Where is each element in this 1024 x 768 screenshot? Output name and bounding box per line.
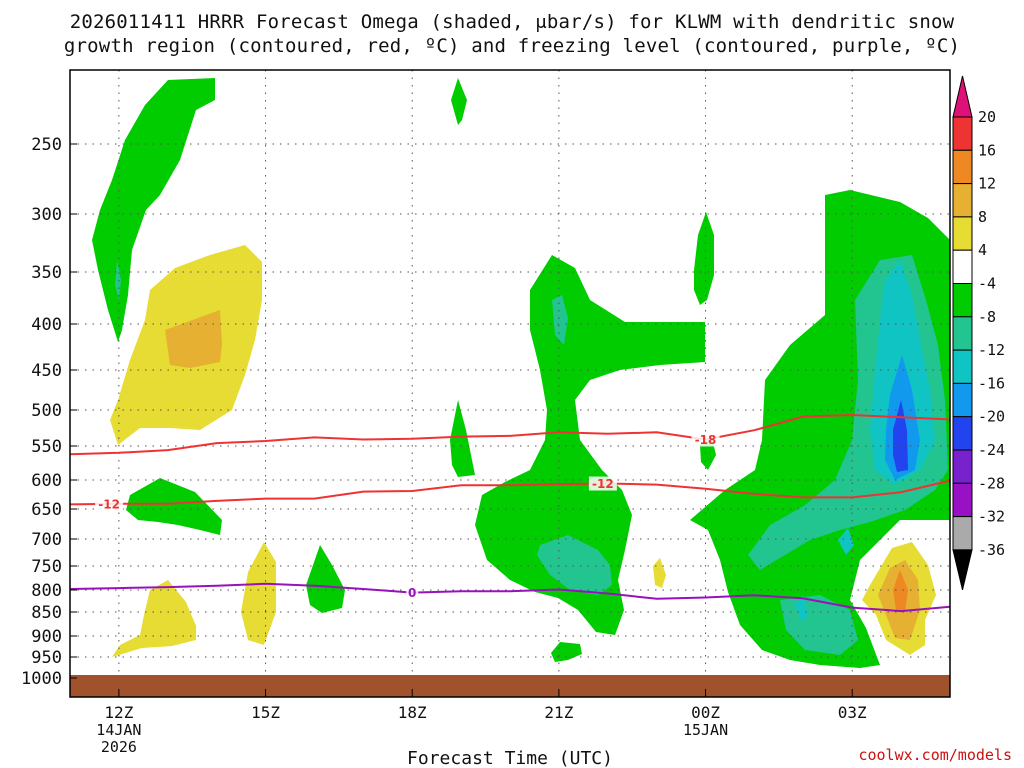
credit-text: coolwx.com/models xyxy=(858,746,1012,764)
colorbar-box xyxy=(952,116,973,151)
colorbar-label: -4 xyxy=(978,275,996,293)
contour-label-bg xyxy=(588,476,617,491)
y-tick-label: 800 xyxy=(31,581,62,601)
x-tick-label: 03Z xyxy=(838,703,867,722)
x-tick-label: 00Z xyxy=(691,703,720,722)
x-tick-label: 21Z xyxy=(544,703,573,722)
y-tick-label: 1000 xyxy=(21,669,62,689)
omega-region-green xyxy=(92,78,215,342)
colorbar-box xyxy=(952,416,973,451)
y-tick-label: 500 xyxy=(31,401,62,421)
colorbar: 20 16 12 8 4 -4 -8 -12 -16 -20 -24 -28 -32 -36 xyxy=(952,75,1005,591)
colorbar-label: -8 xyxy=(978,308,996,326)
y-tick-label: 250 xyxy=(31,135,62,155)
y-tick-label: 650 xyxy=(31,500,62,520)
colorbar-label: -16 xyxy=(978,374,1005,392)
colorbar-bottom-arrow xyxy=(952,549,973,591)
contour-label-bg xyxy=(95,496,124,511)
colorbar-label: -36 xyxy=(978,541,1005,559)
contour-line-0 xyxy=(69,582,951,613)
y-tick-label: 700 xyxy=(31,530,62,550)
omega-region-darkorange xyxy=(893,570,908,612)
omega-region-yellow xyxy=(241,542,276,645)
contour-label-bg xyxy=(406,585,419,600)
colorbar-box xyxy=(952,183,973,218)
contour-label: -12 xyxy=(98,497,120,511)
colorbar-label: -28 xyxy=(978,474,1005,492)
x-tick-label: 12Z xyxy=(104,703,133,722)
y-tick-label: 450 xyxy=(31,361,62,381)
colorbar-box xyxy=(952,316,973,351)
colorbar-box xyxy=(952,283,973,318)
x-tick-label: 18Z xyxy=(398,703,427,722)
omega-region-green xyxy=(306,545,345,613)
y-tick-label: 850 xyxy=(31,603,62,623)
colorbar-label: 20 xyxy=(978,108,996,126)
omega-region-green xyxy=(694,212,714,305)
omega-region-cyan xyxy=(795,595,808,622)
omega-shading xyxy=(92,78,950,668)
ground-surface xyxy=(70,675,950,697)
contour-lines: -18 -12 -12 0 xyxy=(69,413,951,613)
colorbar-label: -24 xyxy=(978,441,1005,459)
y-tick-label: 600 xyxy=(31,471,62,491)
x-axis-label: Forecast Time (UTC) xyxy=(407,748,613,768)
contour-line-minus12 xyxy=(69,479,951,506)
colorbar-label: 4 xyxy=(978,241,987,259)
y-tick-label: 550 xyxy=(31,437,62,457)
x-tick-date: 15JAN xyxy=(683,721,728,739)
contour-label: -12 xyxy=(592,477,614,491)
y-tick-label: 750 xyxy=(31,557,62,577)
contour-line-minus18 xyxy=(69,413,951,456)
colorbar-box xyxy=(952,382,973,418)
colorbar-box xyxy=(952,249,973,284)
y-tick-label: 300 xyxy=(31,205,62,225)
colorbar-box xyxy=(952,482,973,518)
omega-region-green xyxy=(475,255,705,635)
colorbar-box xyxy=(952,516,973,551)
plot-frame xyxy=(69,69,951,698)
colorbar-label: 12 xyxy=(978,175,996,193)
colorbar-label: 8 xyxy=(978,208,987,226)
colorbar-box xyxy=(952,149,973,185)
colorbar-label: -12 xyxy=(978,341,1005,359)
x-tick-label: 15Z xyxy=(251,703,280,722)
omega-region-green xyxy=(451,78,467,125)
y-tick-label: 950 xyxy=(31,648,62,668)
omega-region-teal xyxy=(115,260,121,300)
x-tick-year: 2026 xyxy=(101,738,137,756)
contour-label-bg xyxy=(691,432,720,447)
omega-region-teal xyxy=(537,535,612,595)
omega-region-yellow xyxy=(112,580,196,657)
y-tick-label: 900 xyxy=(31,627,62,647)
colorbar-label: -32 xyxy=(978,508,1005,526)
omega-region-green xyxy=(450,400,475,477)
omega-region-green xyxy=(126,478,222,535)
colorbar-top-arrow xyxy=(952,75,973,118)
colorbar-label: -20 xyxy=(978,408,1005,426)
colorbar-label: 16 xyxy=(978,141,996,159)
x-tick-date: 14JAN xyxy=(96,721,141,739)
omega-region-orange xyxy=(165,310,222,368)
y-tick-label: 400 xyxy=(31,315,62,335)
omega-region-teal xyxy=(552,295,568,345)
chart-title-line2: growth region (contoured, red, ºC) and f… xyxy=(64,35,960,57)
contour-label: 0 xyxy=(408,586,416,600)
omega-region-cyan xyxy=(838,528,854,555)
y-tick-label: 350 xyxy=(31,263,62,283)
contour-label: -18 xyxy=(695,433,717,447)
colorbar-box xyxy=(952,449,973,484)
colorbar-box xyxy=(952,216,973,251)
colorbar-box xyxy=(952,349,973,384)
chart-title-line1: 2026011411 HRRR Forecast Omega (shaded, … xyxy=(70,11,955,33)
